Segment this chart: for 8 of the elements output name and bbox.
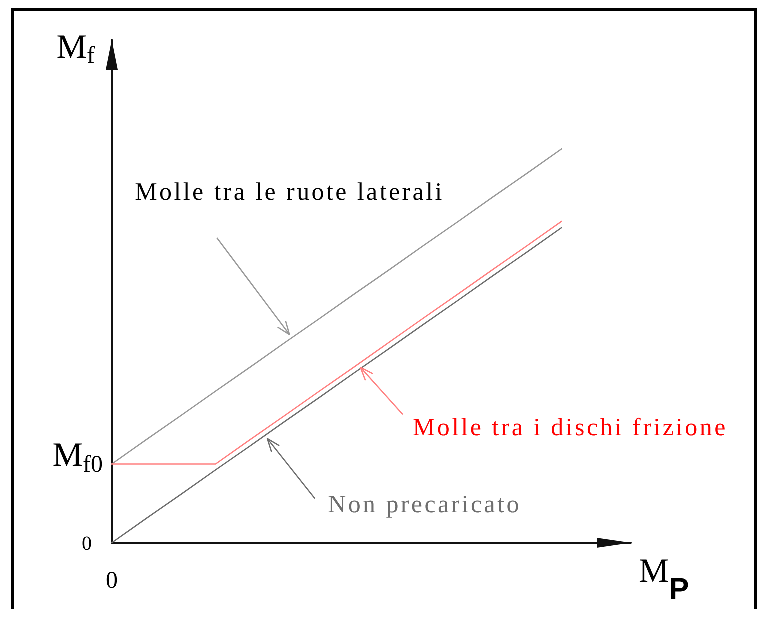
text: Molle tra i dischi frizione [413, 414, 728, 442]
y-axis-title: M$_{f}$ [56, 29, 95, 69]
text: Non precaricato [328, 492, 522, 519]
series-label: Molle tra le ruote laterali [135, 178, 444, 206]
text: M$_{f0}$ [52, 437, 103, 478]
text: 0 [106, 568, 118, 594]
x-axis-title: M$_{P}$ [639, 553, 690, 606]
text: 0 [82, 533, 92, 555]
